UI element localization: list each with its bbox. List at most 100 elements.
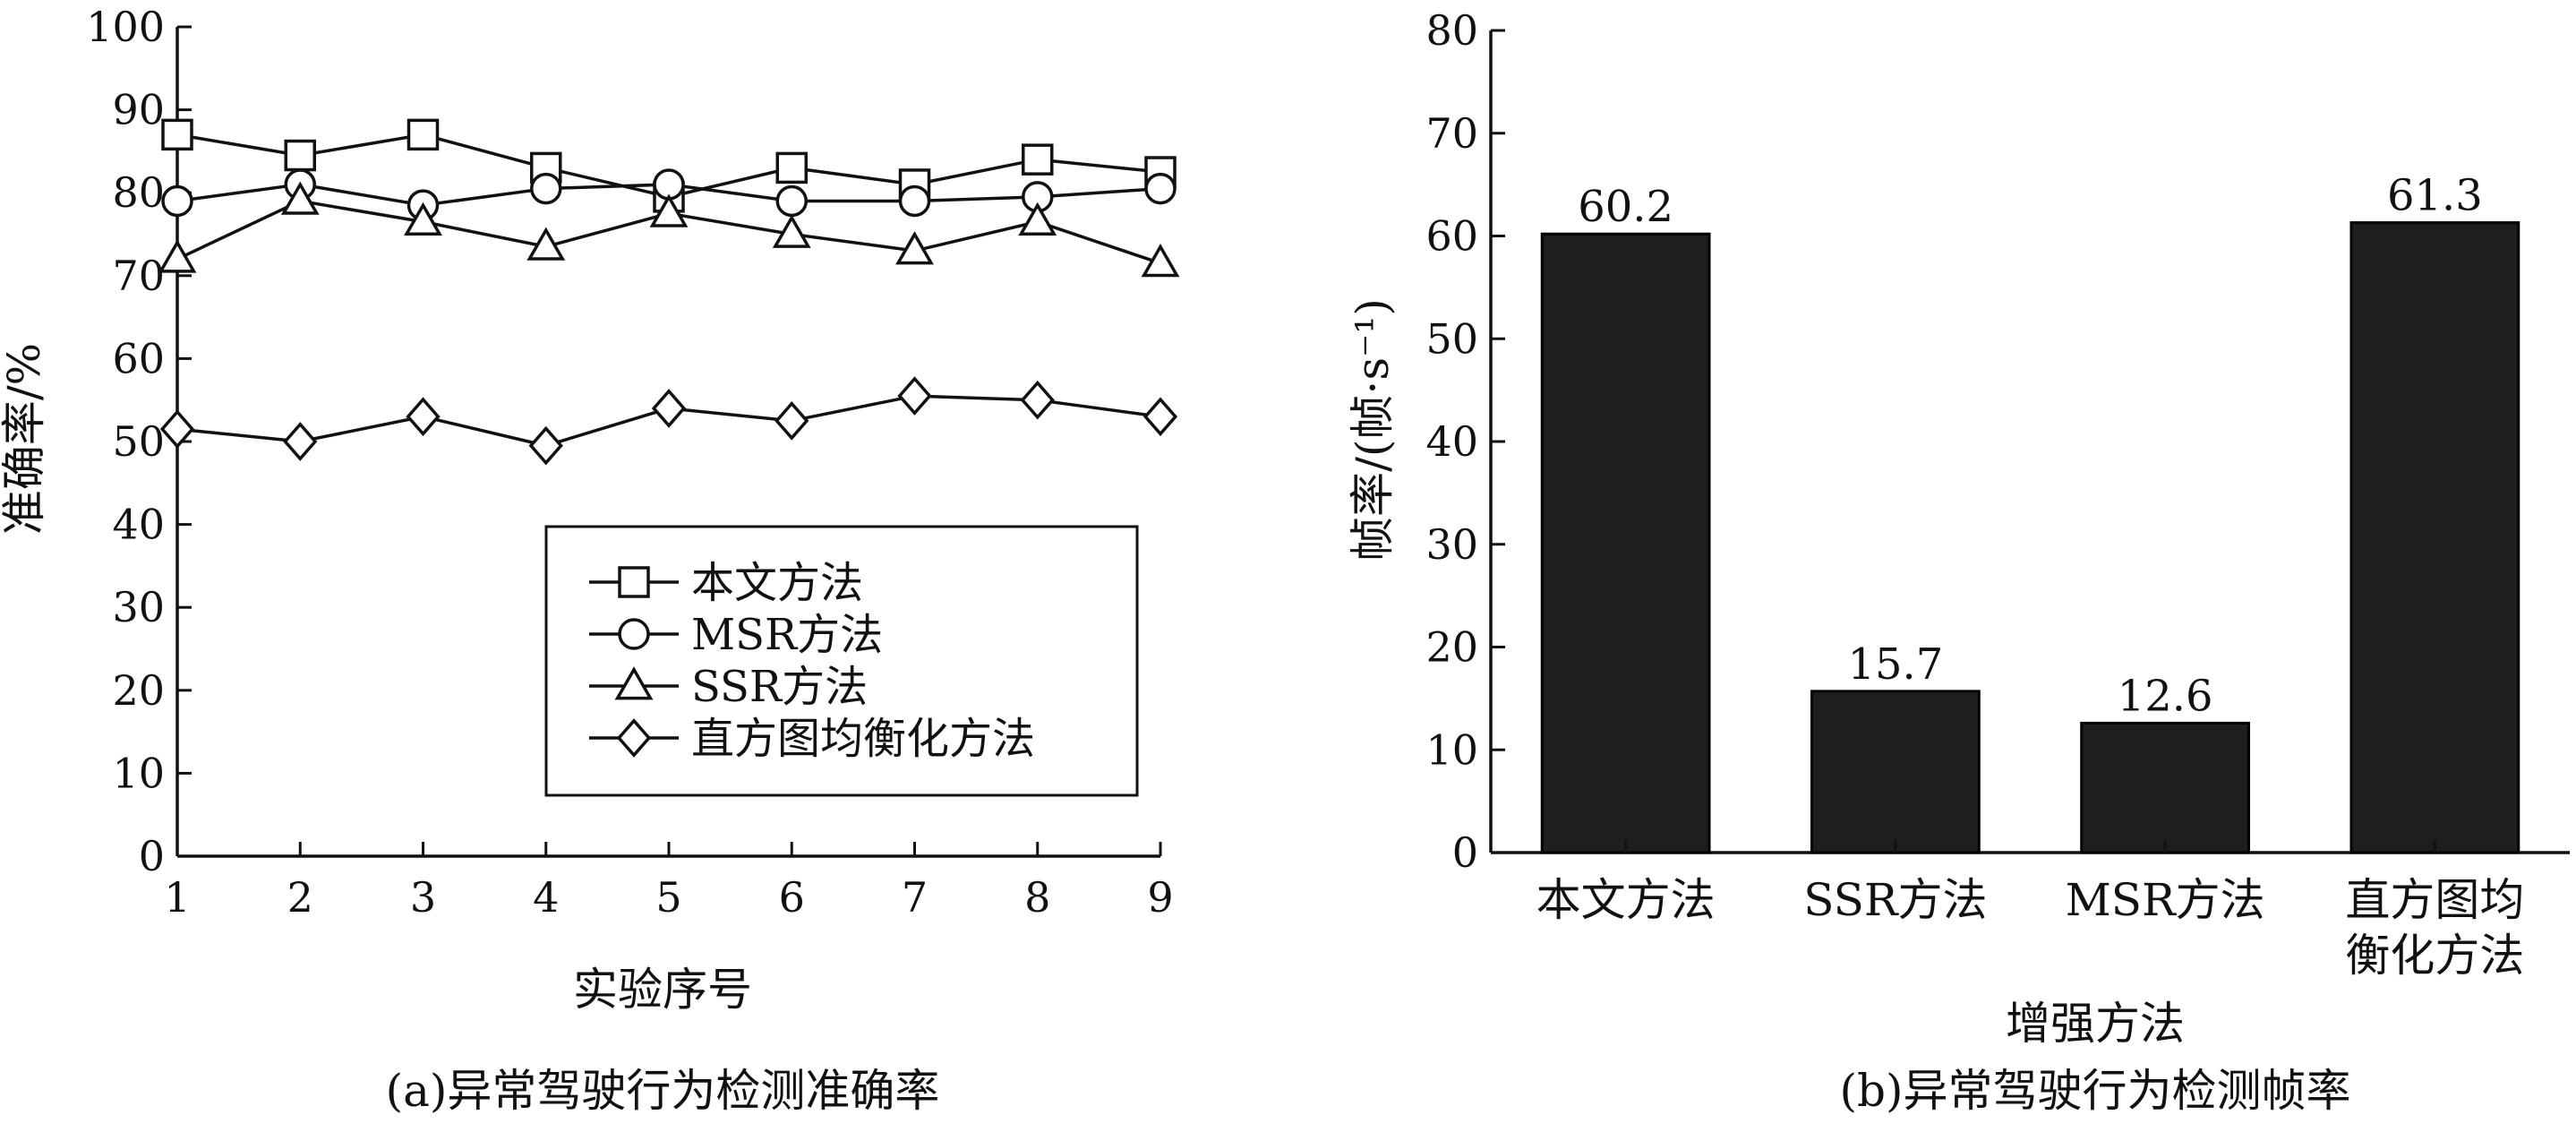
data-point <box>1143 397 1178 437</box>
data-point <box>528 425 563 466</box>
data-point <box>406 397 441 437</box>
data-point <box>1144 172 1177 205</box>
y-tick-label: 40 <box>1425 417 1478 466</box>
bar-value-label: 61.3 <box>2387 171 2483 221</box>
y-tick-label: 60 <box>112 334 165 382</box>
y-tick-label: 60 <box>1425 212 1478 261</box>
data-point <box>280 181 320 215</box>
x-tick-label: 5 <box>655 873 681 922</box>
bar <box>1540 232 1711 854</box>
bar-group: 60.2 <box>1540 182 1711 854</box>
data-point <box>649 193 689 227</box>
framerate-bars: 60.2 15.7 12.6 61.3 <box>1540 171 2520 854</box>
data-point <box>284 139 316 172</box>
legend-item: MSR方法 <box>589 610 883 660</box>
x-tick-label: 6 <box>779 873 805 922</box>
data-point <box>1018 202 1057 236</box>
category-label: MSR方法 <box>2066 874 2265 926</box>
legend-item: 直方图均衡化方法 <box>589 714 1035 764</box>
legend-label: SSR方法 <box>691 662 868 712</box>
data-point <box>898 184 931 218</box>
y-tick-label: 80 <box>1425 6 1478 55</box>
y-tick-label: 30 <box>1425 520 1478 569</box>
y-tick-label: 70 <box>112 252 165 300</box>
x-tick-label: 4 <box>533 873 559 922</box>
x-tick-label: 9 <box>1147 873 1173 922</box>
y-tick-label: 90 <box>112 86 165 134</box>
legend-marker <box>618 618 650 650</box>
data-point <box>651 389 687 428</box>
data-point <box>895 231 934 265</box>
data-point <box>526 227 566 261</box>
y-tick-label: 0 <box>139 832 165 880</box>
data-point <box>1022 143 1054 176</box>
y-tick-label: 0 <box>1452 828 1478 877</box>
legend-item: SSR方法 <box>589 662 868 712</box>
accuracy-series <box>158 118 1180 466</box>
category-label: 直方图均 <box>2345 874 2524 926</box>
bar <box>2349 221 2520 854</box>
framerate-bar-chart: 0 10 20 30 40 50 60 70 80 60.2 15.7 12.6 61.3 本文方法 S… <box>1347 6 2570 1117</box>
y-tick-label: 50 <box>1425 314 1478 363</box>
accuracy-y-ticks: 0 10 20 30 40 50 60 70 80 90 100 <box>86 3 192 880</box>
y-tick-label: 20 <box>1425 623 1478 672</box>
accuracy-x-ticks: 1 2 3 4 5 6 7 8 9 <box>164 842 1174 922</box>
data-point <box>283 422 318 461</box>
framerate-x-axis-label: 增强方法 <box>2006 998 2185 1050</box>
data-point <box>775 400 809 441</box>
bar-group: 61.3 <box>2349 171 2520 854</box>
data-point <box>159 409 195 449</box>
y-tick-label: 30 <box>112 583 165 631</box>
data-point <box>158 239 197 273</box>
legend-marker <box>618 566 650 598</box>
data-point <box>407 118 440 151</box>
series-triangle <box>158 181 1180 278</box>
bar-value-label: 60.2 <box>1578 182 1673 232</box>
y-tick-label: 10 <box>112 749 165 797</box>
bar <box>2080 721 2251 854</box>
x-tick-label: 2 <box>287 873 313 922</box>
bar-value-label: 12.6 <box>2118 671 2213 721</box>
legend-label: 本文方法 <box>691 558 863 608</box>
framerate-y-axis-label: 帧率/(帧·s⁻¹) <box>1347 298 1399 562</box>
data-point <box>161 118 193 151</box>
y-tick-label: 80 <box>112 168 165 217</box>
caption-b: (b)异常驾驶行为检测帧率 <box>1839 1065 2350 1117</box>
bar <box>1810 690 1981 854</box>
accuracy-y-axis-label: 准确率/% <box>0 343 50 535</box>
x-tick-label: 7 <box>902 873 928 922</box>
data-point <box>772 214 811 248</box>
x-tick-label: 8 <box>1024 873 1050 922</box>
series-diamond <box>159 376 1178 466</box>
y-tick-label: 50 <box>112 417 165 466</box>
legend-marker <box>614 666 654 700</box>
category-label: SSR方法 <box>1803 874 1987 926</box>
data-point <box>161 184 193 218</box>
y-tick-label: 40 <box>112 501 165 549</box>
data-point <box>1020 380 1055 420</box>
data-point <box>775 151 808 184</box>
legend-label: 直方图均衡化方法 <box>691 714 1035 764</box>
x-tick-label: 3 <box>410 873 436 922</box>
legend-marker <box>616 718 652 758</box>
accuracy-line-chart: 0 10 20 30 40 50 60 70 80 90 100 1 2 3 4 5 6 7 8 9 本文方法MSR… <box>0 3 1180 1117</box>
category-label: 本文方法 <box>1536 874 1716 926</box>
series-circle <box>161 168 1177 221</box>
y-tick-label: 10 <box>1425 725 1478 774</box>
accuracy-x-axis-label: 实验序号 <box>573 964 752 1016</box>
caption-a: (a)异常驾驶行为检测准确率 <box>386 1065 940 1117</box>
category-label: 衡化方法 <box>2345 930 2524 982</box>
framerate-category-labels: 本文方法 SSR方法 MSR方法 直方图均衡化方法 <box>1536 840 2524 982</box>
bar-group: 12.6 <box>2080 671 2251 854</box>
data-point <box>404 202 442 236</box>
y-tick-label: 100 <box>86 3 165 51</box>
data-point <box>530 172 562 205</box>
legend-label: MSR方法 <box>691 610 883 660</box>
data-point <box>1141 243 1180 278</box>
bar-group: 15.7 <box>1810 639 1981 854</box>
bar-value-label: 15.7 <box>1847 639 1943 690</box>
x-tick-label: 1 <box>164 873 190 922</box>
legend-item: 本文方法 <box>589 558 863 608</box>
